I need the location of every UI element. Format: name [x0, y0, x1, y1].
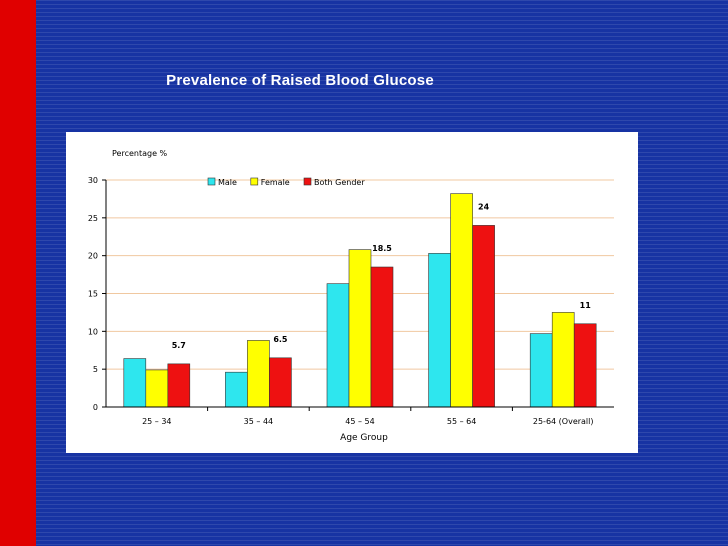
legend: Male Female Both Gender: [207, 177, 365, 187]
bar: [573, 323, 597, 408]
chart-panel: Percentage % Age Group 5.7 6.5 18.5 24 11 0 5…: [66, 132, 638, 453]
data-label: 5.7: [172, 341, 186, 350]
bar: [269, 357, 292, 408]
legend-swatch: [303, 177, 312, 186]
y-tick-label: 30: [88, 176, 98, 185]
bar: [428, 253, 451, 408]
legend-swatch: [207, 177, 216, 186]
bar: [472, 225, 495, 408]
x-axis-label: Age Group: [340, 433, 388, 443]
data-label: 6.5: [273, 335, 288, 344]
bar: [145, 369, 169, 408]
left-accent-bar: [0, 0, 36, 546]
data-label: 18.5: [372, 244, 392, 253]
x-tick-label: 45 – 54: [345, 417, 374, 426]
x-tick-label: 35 – 44: [244, 417, 273, 426]
bar: [167, 363, 191, 408]
y-tick-label: 10: [88, 327, 98, 336]
axis-layer: 0 5 10 15 20 25 30 25 – 34 35 – 44 45 – 54 55 – 64…: [88, 176, 614, 426]
bar: [326, 283, 350, 408]
y-axis-label: Percentage %: [112, 149, 168, 158]
x-tick-label: 55 – 64: [447, 417, 476, 426]
bar-chart: Percentage % Age Group 5.7 6.5 18.5 24 11 0 5…: [88, 149, 614, 443]
bar: [551, 312, 575, 408]
legend-label: Female: [261, 178, 290, 187]
bar-layer: 5.7 6.5 18.5 24 11: [123, 193, 597, 408]
data-label: 24: [478, 202, 490, 211]
legend-label: Male: [218, 178, 237, 187]
x-tick-label: 25 – 34: [142, 417, 171, 426]
bar: [247, 340, 270, 408]
bar: [450, 193, 473, 408]
bar: [370, 266, 394, 408]
bar: [348, 249, 372, 408]
bar: [529, 333, 553, 408]
y-tick-label: 25: [88, 214, 98, 223]
x-tick-label: 25-64 (Overall): [533, 417, 594, 426]
y-tick-label: 15: [88, 290, 98, 299]
slide-title: Prevalence of Raised Blood Glucose: [166, 72, 434, 89]
y-tick-label: 20: [88, 252, 98, 261]
legend-label: Both Gender: [314, 178, 365, 187]
bar: [123, 358, 147, 408]
legend-swatch: [250, 177, 259, 186]
data-label: 11: [580, 301, 592, 310]
y-tick-label: 0: [93, 403, 98, 412]
y-tick-label: 5: [93, 365, 98, 374]
bar: [225, 371, 248, 408]
